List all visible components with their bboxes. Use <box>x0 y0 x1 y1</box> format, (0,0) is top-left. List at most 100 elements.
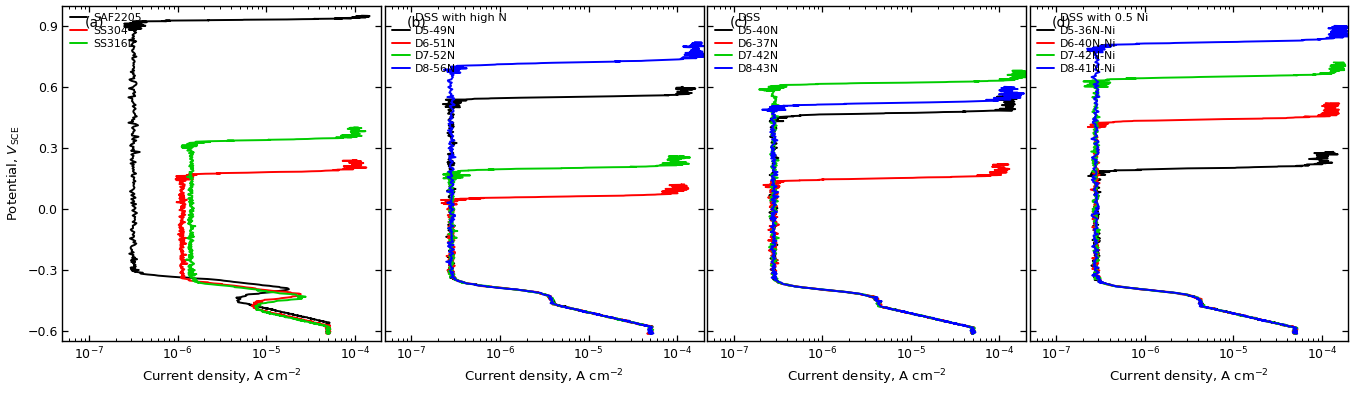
D6-37N <box>869 299 886 304</box>
D7-42N-Ni <box>1089 113 1105 118</box>
D8-43N <box>964 331 980 336</box>
Line: D5-36N-Ni: D5-36N-Ni <box>1089 152 1338 334</box>
D5-36N-Ni <box>1087 270 1104 275</box>
D7-42N-Ni <box>1087 176 1104 181</box>
D6-40N-Ni <box>1317 101 1334 105</box>
D5-40N <box>869 299 886 304</box>
SS316L <box>185 230 202 235</box>
SS304 <box>173 252 190 257</box>
Line: D6-40N-Ni: D6-40N-Ni <box>1087 103 1339 334</box>
Line: SS316L: SS316L <box>181 127 366 334</box>
D8-43N <box>873 299 890 304</box>
SAF2205 <box>122 26 138 31</box>
D6-40N-Ni <box>1091 147 1108 152</box>
D6-37N <box>992 173 1009 177</box>
SS316L <box>351 128 367 132</box>
D8-41N-Ni <box>1192 299 1208 304</box>
Line: D7-52N: D7-52N <box>443 156 691 334</box>
D7-42N-Ni <box>1087 200 1104 205</box>
D5-49N <box>445 130 462 134</box>
D5-36N-Ni <box>1087 189 1104 193</box>
D8-43N <box>769 209 785 214</box>
D8-43N <box>997 84 1013 89</box>
D6-51N <box>661 191 677 196</box>
D6-37N <box>965 331 982 336</box>
X-axis label: Current density, A cm$^{-2}$: Current density, A cm$^{-2}$ <box>142 368 302 387</box>
D5-36N-Ni <box>1326 149 1342 154</box>
X-axis label: Current density, A cm$^{-2}$: Current density, A cm$^{-2}$ <box>787 368 946 387</box>
D7-52N <box>544 297 561 302</box>
D7-52N <box>444 222 460 227</box>
SS316L <box>345 125 362 130</box>
D8-56N <box>444 194 460 198</box>
D7-42N-Ni <box>1288 331 1304 336</box>
D6-51N <box>643 331 659 336</box>
Text: (a): (a) <box>85 16 104 29</box>
D6-51N <box>440 235 456 240</box>
D5-40N <box>1001 93 1017 97</box>
Line: D5-40N: D5-40N <box>769 95 1017 334</box>
D8-41N-Ni <box>1086 187 1102 192</box>
D8-43N <box>1013 95 1029 100</box>
D5-36N-Ni <box>1193 299 1209 304</box>
SS304 <box>172 238 188 243</box>
D5-40N <box>964 331 980 336</box>
D7-42N-Ni <box>1192 299 1208 304</box>
Line: D5-49N: D5-49N <box>443 87 696 334</box>
D6-40N-Ni <box>1286 331 1303 336</box>
Legend: DSS, D5-40N, D6-37N, D7-42N, D8-43N: DSS, D5-40N, D6-37N, D7-42N, D8-43N <box>712 11 781 76</box>
D6-40N-Ni <box>1316 112 1332 116</box>
Legend: DSS with 0.5 Ni, D5-36N-Ni, D6-40N-Ni, D7-42N-Ni, D8-41N-Ni: DSS with 0.5 Ni, D5-36N-Ni, D6-40N-Ni, D… <box>1034 11 1151 76</box>
SS304 <box>175 226 191 230</box>
D7-42N-Ni <box>1312 71 1328 75</box>
D5-36N-Ni <box>1324 160 1340 165</box>
SAF2205 <box>126 192 142 196</box>
D7-52N <box>643 331 659 336</box>
D5-40N <box>765 142 781 147</box>
D6-37N <box>766 239 783 244</box>
D8-56N <box>443 100 459 105</box>
D7-42N-Ni <box>1326 60 1342 65</box>
D5-36N-Ni <box>1086 222 1102 226</box>
D7-52N <box>441 190 458 195</box>
Text: (d): (d) <box>1052 16 1071 29</box>
SAF2205 <box>122 157 138 162</box>
Line: D7-42N-Ni: D7-42N-Ni <box>1083 62 1346 334</box>
D5-49N <box>542 297 558 302</box>
D5-49N <box>674 84 691 89</box>
Line: D6-51N: D6-51N <box>441 184 688 334</box>
D6-37N <box>765 199 781 204</box>
SS304 <box>353 160 370 165</box>
SAF2205 <box>126 230 142 235</box>
Line: D6-37N: D6-37N <box>764 164 1009 334</box>
SAF2205 <box>353 13 370 18</box>
D7-42N <box>766 269 783 274</box>
X-axis label: Current density, A cm$^{-2}$: Current density, A cm$^{-2}$ <box>464 368 624 387</box>
D5-40N <box>765 213 781 218</box>
SS304 <box>318 331 334 336</box>
D5-49N <box>441 268 458 272</box>
D6-51N <box>543 297 559 302</box>
D8-56N <box>643 331 659 336</box>
D6-51N <box>441 213 458 217</box>
D7-42N-Ni <box>1087 269 1104 274</box>
X-axis label: Current density, A cm$^{-2}$: Current density, A cm$^{-2}$ <box>1109 368 1269 387</box>
D7-52N <box>444 234 460 239</box>
D8-41N-Ni <box>1087 159 1104 163</box>
D8-41N-Ni <box>1327 24 1343 28</box>
D6-51N <box>441 244 458 249</box>
D8-56N <box>686 40 703 44</box>
D6-51N <box>444 269 460 274</box>
D5-36N-Ni <box>1288 331 1304 336</box>
Legend: SAF2205, SS304, SS316L: SAF2205, SS304, SS316L <box>68 11 144 51</box>
SAF2205 <box>344 15 360 20</box>
SS316L <box>180 213 196 217</box>
D8-41N-Ni <box>1090 83 1106 88</box>
D5-49N <box>444 186 460 191</box>
D7-42N <box>768 202 784 207</box>
SAF2205 <box>126 233 142 238</box>
SS316L <box>185 143 202 148</box>
D6-40N-Ni <box>1090 216 1106 220</box>
D8-56N <box>686 53 703 58</box>
D5-36N-Ni <box>1090 234 1106 239</box>
